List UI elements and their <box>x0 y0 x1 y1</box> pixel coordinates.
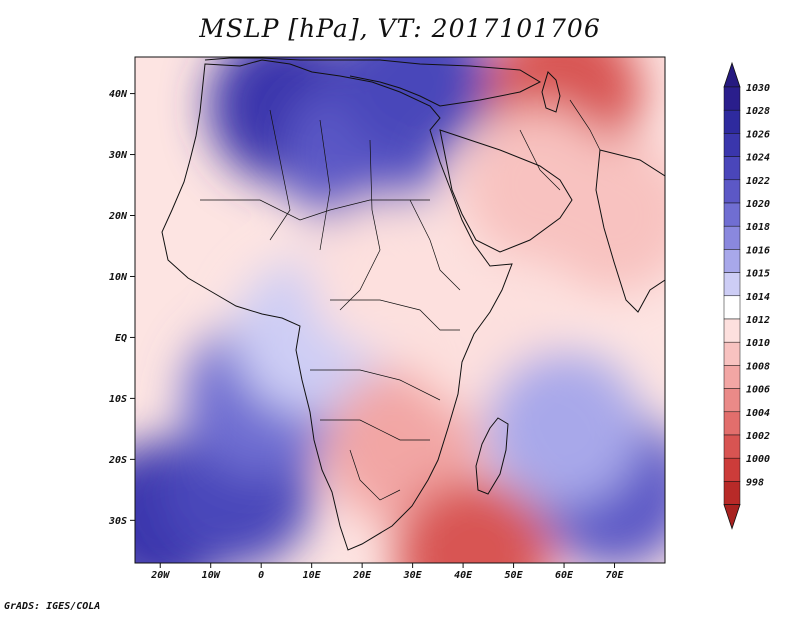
map-title: MSLP [hPa], VT: 2017101706 <box>199 14 601 43</box>
arabia-coastline <box>439 129 573 253</box>
colorbar-swatch <box>723 179 741 204</box>
colorbar-label: 1020 <box>746 199 770 210</box>
colorbar-label: 1016 <box>746 245 770 256</box>
lon-tick-label: 60E <box>555 570 574 581</box>
colorbar: 1030 1028 1026 1024 1022 1020 1018 1016 1015 1014… <box>723 61 770 530</box>
credit-text: GrADS: IGES/COLA <box>4 601 101 612</box>
madagascar-coastline <box>475 417 509 495</box>
colorbar-swatch <box>723 202 741 227</box>
colorbar-label: 998 <box>746 477 764 488</box>
colorbar-label: 1012 <box>746 315 770 326</box>
colorbar-swatch <box>723 272 741 297</box>
colorbar-label: 1008 <box>746 361 770 372</box>
colorbar-swatch <box>723 133 741 157</box>
colorbar-swatch <box>723 225 741 250</box>
colorbar-label: 1026 <box>746 129 770 140</box>
africa-coastline <box>161 59 513 551</box>
colorbar-label: 1010 <box>746 338 770 349</box>
border-line <box>409 199 461 291</box>
colorbar-swatch <box>723 365 741 389</box>
colorbar-swatch <box>723 249 741 273</box>
lon-tick-label: 40E <box>454 570 473 581</box>
colorbar-swatch <box>723 457 741 482</box>
border-line <box>569 99 601 151</box>
europe-coastline <box>204 57 542 107</box>
border-line <box>319 119 331 251</box>
colorbar-swatch <box>723 318 741 343</box>
border-line <box>269 109 291 241</box>
lat-tick-label: 20S <box>108 455 127 466</box>
plot-frame <box>134 56 666 564</box>
lon-tick-label: 20E <box>352 570 372 581</box>
lon-tick-label: 10E <box>303 570 322 581</box>
border-line <box>349 449 401 501</box>
colorbar-label: 1014 <box>746 292 770 303</box>
lon-tick-label: 0 <box>258 570 264 581</box>
colorbar-label: 1015 <box>746 269 770 280</box>
colorbar-label: 1004 <box>746 408 770 419</box>
lat-tick-label: 30S <box>108 516 127 527</box>
lat-tick-label: EQ <box>115 333 127 344</box>
colorbar-label: 1022 <box>746 176 770 187</box>
colorbar-swatch <box>723 295 741 320</box>
colorbar-label: 1024 <box>746 153 770 164</box>
lat-tick-label: 20N <box>108 211 128 222</box>
border-line <box>519 129 561 191</box>
border-line <box>310 369 441 401</box>
colorbar-label: 1006 <box>746 385 770 396</box>
lon-tick-label: 20W <box>150 570 170 581</box>
colorbar-swatch <box>723 341 741 366</box>
country-borders <box>200 99 601 501</box>
caspian-coastline <box>541 71 561 113</box>
lon-tick-label: 10W <box>202 570 221 581</box>
lon-tick-label: 70E <box>605 570 624 581</box>
border-line <box>320 419 430 441</box>
lon-tick-label: 50E <box>505 570 524 581</box>
pressure-field <box>135 57 665 563</box>
colorbar-swatch <box>723 411 741 436</box>
lon-tick-label: 30E <box>403 570 423 581</box>
colorbar-swatch <box>723 481 741 505</box>
pressure-cell <box>486 350 643 507</box>
colorbar-swatch <box>723 86 741 111</box>
pressure-cell <box>395 478 552 563</box>
pressure-cell <box>536 137 665 294</box>
india-coastline <box>595 149 665 313</box>
colorbar-swatch <box>723 156 741 181</box>
latitude-axis: 40N 30N 20N 10N EQ 10S 20S 30S <box>108 89 135 527</box>
colorbar-top-arrow <box>723 61 741 88</box>
colorbar-label: 1000 <box>746 454 770 465</box>
colorbar-label: 1028 <box>746 106 770 117</box>
longitude-axis: 20W 10W 0 10E 20E 30E 40E 50E 60E 70E <box>150 563 625 581</box>
colorbar-swatch <box>723 388 741 413</box>
colorbar-bottom-arrow <box>723 504 741 530</box>
colorbar-swatch <box>723 434 741 459</box>
border-line <box>339 139 381 311</box>
lat-tick-label: 10S <box>109 394 127 405</box>
pressure-cell <box>334 57 491 160</box>
coastlines <box>161 57 665 551</box>
colorbar-label: 1030 <box>746 83 770 94</box>
lat-tick-label: 10N <box>109 272 128 283</box>
colorbar-label: 1002 <box>746 431 770 442</box>
colorbar-label: 1018 <box>746 222 770 233</box>
lat-tick-label: 30N <box>108 150 128 161</box>
border-line <box>330 299 460 331</box>
lat-tick-label: 40N <box>109 89 128 100</box>
colorbar-swatch <box>723 109 741 134</box>
